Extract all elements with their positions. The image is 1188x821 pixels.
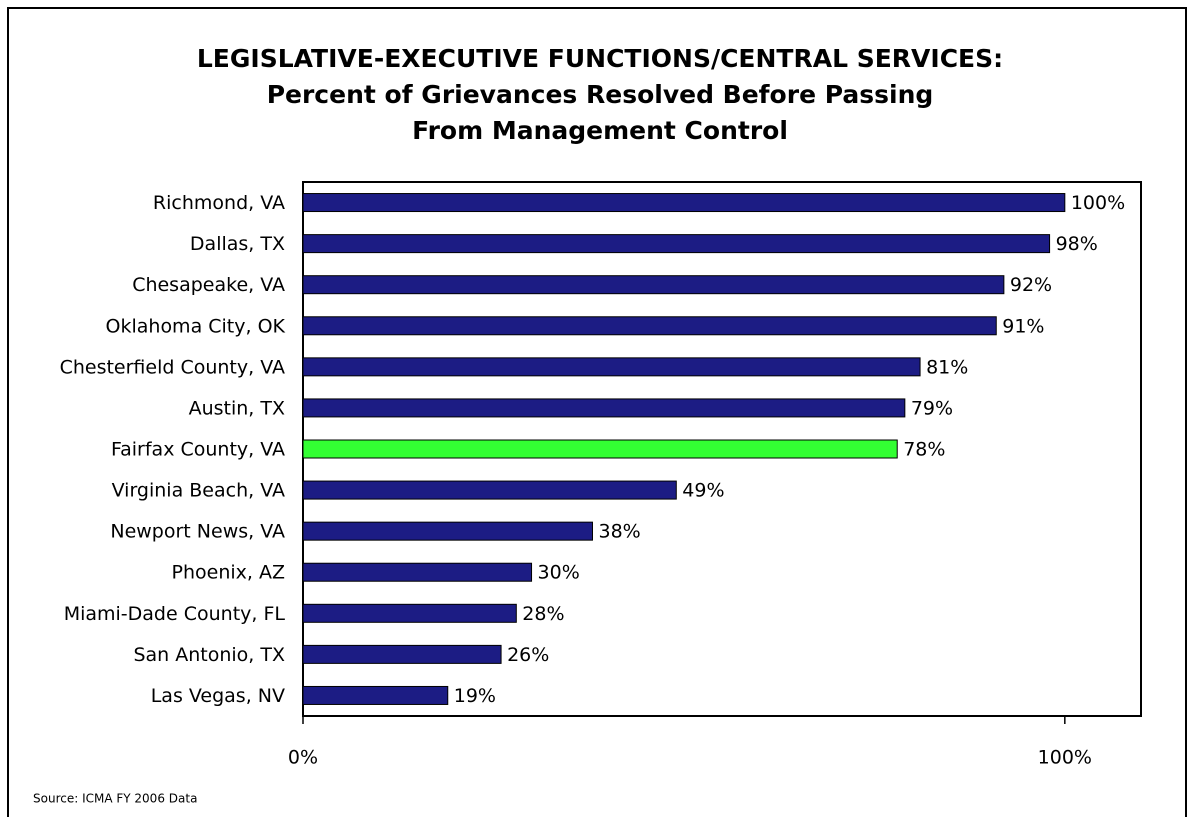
- bar: [302, 644, 502, 664]
- value-label: 28%: [522, 603, 564, 625]
- frame: [7, 7, 1187, 817]
- y-tick-label: Fairfax County, VA: [111, 439, 285, 461]
- bar: [302, 439, 898, 459]
- y-tick-label: Miami-Dade County, FL: [64, 603, 286, 625]
- bar: [302, 316, 997, 336]
- value-label: 19%: [454, 685, 496, 707]
- y-tick-label: Austin, TX: [189, 397, 285, 419]
- chart-title: From Management Control: [412, 116, 788, 145]
- x-tick-label: 0%: [288, 747, 318, 769]
- bar: [302, 521, 593, 541]
- bar: [302, 685, 449, 705]
- bar: [302, 234, 1051, 254]
- value-label: 38%: [598, 521, 640, 543]
- bar: [302, 193, 1066, 213]
- chart-title: Percent of Grievances Resolved Before Pa…: [267, 80, 934, 109]
- value-label: 26%: [507, 644, 549, 666]
- value-label: 78%: [903, 439, 945, 461]
- y-tick-label: Virginia Beach, VA: [112, 480, 285, 502]
- value-label: 30%: [538, 562, 580, 584]
- y-tick-label: San Antonio, TX: [133, 644, 285, 666]
- value-label: 100%: [1071, 192, 1125, 214]
- value-label: 91%: [1002, 315, 1044, 337]
- source: Source: ICMA FY 2006 Data: [33, 792, 197, 806]
- bar: [302, 398, 906, 418]
- bar: [302, 357, 921, 377]
- y-tick-label: Chesapeake, VA: [132, 274, 285, 296]
- bar: [302, 562, 533, 582]
- bar: [302, 603, 517, 623]
- y-tick-label: Richmond, VA: [153, 192, 285, 214]
- value-label: 98%: [1056, 233, 1098, 255]
- chart-title: LEGISLATIVE-EXECUTIVE FUNCTIONS/CENTRAL …: [197, 44, 1003, 73]
- y-tick-label: Oklahoma City, OK: [106, 315, 286, 337]
- y-tick-label: Chesterfield County, VA: [60, 356, 285, 378]
- value-label: 79%: [911, 397, 953, 419]
- y-tick-label: Phoenix, AZ: [172, 562, 285, 584]
- value-label: 92%: [1010, 274, 1052, 296]
- value-label: 81%: [926, 356, 968, 378]
- y-tick-label: Dallas, TX: [190, 233, 285, 255]
- x-tick-label: 100%: [1038, 747, 1092, 769]
- bar: [302, 480, 677, 500]
- bar: [302, 275, 1005, 295]
- y-tick-label: Las Vegas, NV: [151, 685, 285, 707]
- y-tick-label: Newport News, VA: [110, 521, 285, 543]
- value-label: 49%: [682, 480, 724, 502]
